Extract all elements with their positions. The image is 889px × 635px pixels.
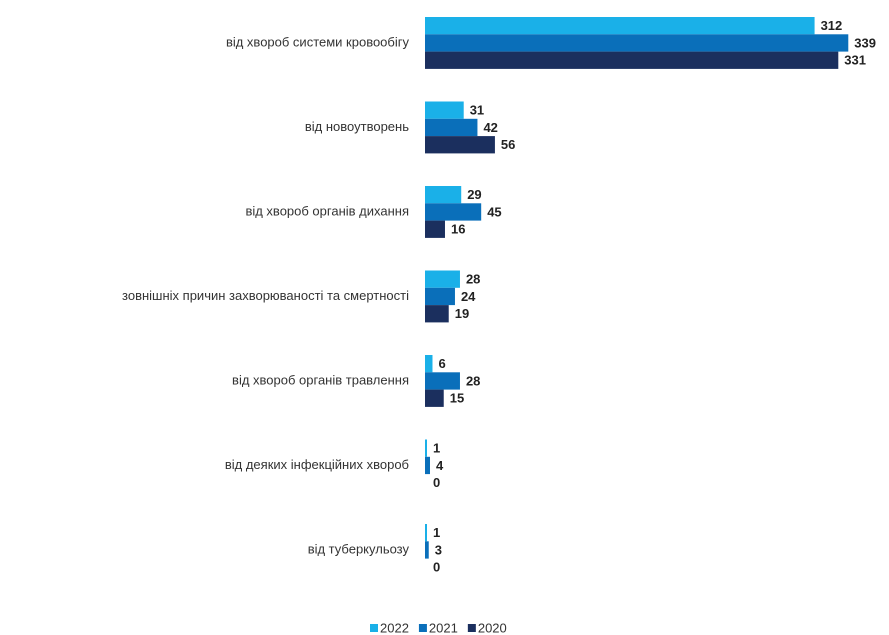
value-label: 24 bbox=[461, 289, 476, 304]
value-label: 19 bbox=[455, 306, 469, 321]
bar bbox=[425, 372, 460, 390]
category-label: зовнішніх причин захворюваності та смерт… bbox=[122, 288, 409, 303]
value-label: 0 bbox=[433, 475, 440, 490]
bar bbox=[425, 136, 495, 154]
bar bbox=[425, 355, 433, 373]
legend-swatch bbox=[467, 624, 476, 632]
value-label: 1 bbox=[433, 441, 440, 456]
bar bbox=[425, 439, 427, 457]
legend-label: 2021 bbox=[429, 620, 458, 635]
value-label: 45 bbox=[487, 204, 501, 219]
bar bbox=[425, 186, 462, 204]
value-label: 31 bbox=[470, 103, 484, 118]
value-label: 4 bbox=[436, 458, 444, 473]
bar bbox=[425, 203, 482, 221]
value-label: 1 bbox=[433, 525, 440, 540]
value-label: 3 bbox=[435, 542, 442, 557]
bar bbox=[425, 524, 427, 542]
value-label: 0 bbox=[433, 560, 440, 575]
bar bbox=[425, 34, 849, 52]
value-label: 42 bbox=[483, 120, 497, 135]
bar bbox=[425, 270, 460, 288]
category-label: від хвороб системи кровообігу bbox=[226, 34, 410, 49]
legend-label: 2020 bbox=[478, 620, 507, 635]
value-label: 28 bbox=[466, 373, 480, 388]
legend-swatch bbox=[370, 624, 378, 632]
category-label: від хвороб органів травлення bbox=[232, 372, 409, 387]
bar bbox=[425, 101, 464, 119]
bar bbox=[425, 287, 455, 306]
value-label: 15 bbox=[450, 391, 464, 406]
value-label: 29 bbox=[467, 187, 481, 202]
bar bbox=[425, 51, 839, 69]
value-label: 16 bbox=[451, 222, 465, 237]
value-label: 312 bbox=[821, 18, 843, 33]
value-label: 56 bbox=[501, 137, 515, 152]
legend-label: 2022 bbox=[380, 620, 409, 635]
value-label: 28 bbox=[466, 272, 480, 287]
bar bbox=[425, 118, 478, 137]
bar bbox=[425, 541, 429, 559]
category-label: від туберкульозу bbox=[308, 541, 410, 556]
legend-swatch bbox=[418, 624, 427, 632]
value-label: 331 bbox=[844, 53, 866, 68]
bar bbox=[425, 456, 430, 475]
bar bbox=[425, 220, 445, 238]
category-label: від новоутворень bbox=[305, 119, 409, 134]
category-label: від хвороб органів дихання bbox=[245, 203, 409, 218]
bar bbox=[425, 305, 449, 323]
value-label: 339 bbox=[854, 35, 876, 50]
bar bbox=[425, 17, 815, 35]
value-label: 6 bbox=[438, 356, 445, 371]
category-label: від деяких інфекційних хвороб bbox=[225, 457, 409, 472]
bar bbox=[425, 389, 444, 407]
